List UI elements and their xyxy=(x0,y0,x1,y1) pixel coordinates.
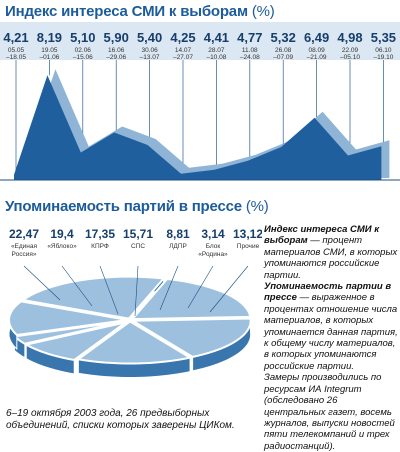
note-mentions-text: — выраженное в процентах отношение числа… xyxy=(264,292,398,372)
period-start-label: 28.07 xyxy=(208,47,225,54)
slice-value-label: 13,12 xyxy=(233,228,262,241)
slice-name-label: КПРФ xyxy=(91,243,109,250)
period-end-label: –07.09 xyxy=(273,54,293,61)
period-end-label: –10.08 xyxy=(206,54,226,61)
value-label: 4,98 xyxy=(337,30,362,45)
slice-name-label: «Яблоко» xyxy=(47,242,77,250)
pie-slice xyxy=(75,320,193,365)
period-start-label: 11.08 xyxy=(242,47,258,54)
slice-name-label: Россия» xyxy=(12,251,37,258)
period-end-label: –18.05 xyxy=(6,54,26,61)
leader-line xyxy=(23,265,61,301)
slice-value-label: 8,81 xyxy=(166,228,190,241)
note-mentions-definition: Упоминаемость партии в прессе — выраженн… xyxy=(264,281,398,372)
value-label: 5,40 xyxy=(137,30,162,45)
period-end-label: –05.10 xyxy=(340,54,360,61)
period-start-label: 06.10 xyxy=(375,47,392,54)
slice-value-label: 3,14 xyxy=(201,228,225,241)
chart1-title-unit: (%) xyxy=(251,3,275,20)
chart1-title: Индекс интереса СМИ к выборам (%) xyxy=(5,3,275,20)
value-label: 4,77 xyxy=(237,30,262,45)
area-series xyxy=(14,75,382,180)
slice-name-label: Блок xyxy=(206,243,221,250)
period-start-label: 26.08 xyxy=(275,47,292,54)
value-label: 5,10 xyxy=(70,30,95,45)
leader-line xyxy=(159,265,179,311)
leader-line xyxy=(134,265,139,317)
period-end-label: –01.06 xyxy=(39,54,59,61)
pie-slice xyxy=(8,300,128,337)
slice-name-label: «Родина» xyxy=(198,251,228,258)
slice-name-label: «Единая xyxy=(11,243,38,250)
pie-slice xyxy=(23,321,127,362)
value-label: 8,19 xyxy=(37,30,62,45)
note-index-text: — процент материалов СМИ, в которых упом… xyxy=(264,235,398,281)
period-end-label: –21.09 xyxy=(307,54,327,61)
media-interest-area-chart: 4,2105.05–18.058,1919.05–01.065,1002.06–… xyxy=(0,22,400,181)
value-label: 5,32 xyxy=(271,30,296,45)
value-label: 4,21 xyxy=(3,30,28,45)
period-end-label: –24.08 xyxy=(240,54,260,61)
note-index-term: Индекс интереса СМИ к выборам xyxy=(264,224,380,247)
value-label: 5,35 xyxy=(371,30,396,45)
value-label: 4,41 xyxy=(204,30,229,45)
period-start-label: 19.05 xyxy=(41,47,58,54)
period-end-label: –15.06 xyxy=(73,54,93,61)
slice-name-label: СПС xyxy=(131,243,145,250)
chart2-title: Упоминаемость партий в прессе (%) xyxy=(5,198,269,215)
value-label: 4,25 xyxy=(170,30,195,45)
leader-line xyxy=(187,265,214,309)
chart2-title-unit: (%) xyxy=(245,198,269,215)
leader-line xyxy=(209,265,249,313)
slice-name-label: Прочие xyxy=(237,243,260,250)
slice-value-label: 17,35 xyxy=(85,228,115,241)
slice-value-label: 15,71 xyxy=(123,228,153,241)
period-start-label: 14.07 xyxy=(175,47,192,54)
note-mentions-term: Упоминаемость партии в прессе xyxy=(264,281,392,304)
note-index-definition: Индекс интереса СМИ к выборам — процент … xyxy=(264,224,398,281)
period-start-label: 16.06 xyxy=(108,47,125,54)
period-end-label: –19.10 xyxy=(373,54,393,61)
period-end-label: –27.07 xyxy=(173,54,193,61)
leader-line xyxy=(99,265,119,315)
value-label: 5,90 xyxy=(104,30,129,45)
slice-name-label: ЛДПР xyxy=(169,243,187,250)
period-start-label: 02.06 xyxy=(75,47,92,54)
chart2-title-text: Упоминаемость партий в прессе xyxy=(5,198,242,215)
leader-line xyxy=(61,265,93,307)
pie-slice xyxy=(20,275,166,320)
label-band xyxy=(0,22,400,60)
pie-slice xyxy=(129,317,252,358)
period-end-label: –29.06 xyxy=(106,54,126,61)
slice-value-label: 22,47 xyxy=(9,228,39,241)
value-label: 6,49 xyxy=(304,30,329,45)
period-start-label: 08.09 xyxy=(308,47,325,54)
period-start-label: 30.06 xyxy=(141,47,158,54)
pie-caption: 6–19 октября 2003 года, 26 предвыборных … xyxy=(6,408,235,431)
period-start-label: 22.09 xyxy=(342,47,359,54)
slice-value-label: 19,4 xyxy=(50,228,74,241)
period-start-label: 05.05 xyxy=(8,47,25,54)
notes-panel: Индекс интереса СМИ к выборам — процент … xyxy=(264,224,398,452)
chart1-title-text: Индекс интереса СМИ к выборам xyxy=(5,3,248,20)
note-method: Замеры производились по ресурсам ИА Inte… xyxy=(264,372,395,452)
period-end-label: –13.07 xyxy=(140,54,160,61)
